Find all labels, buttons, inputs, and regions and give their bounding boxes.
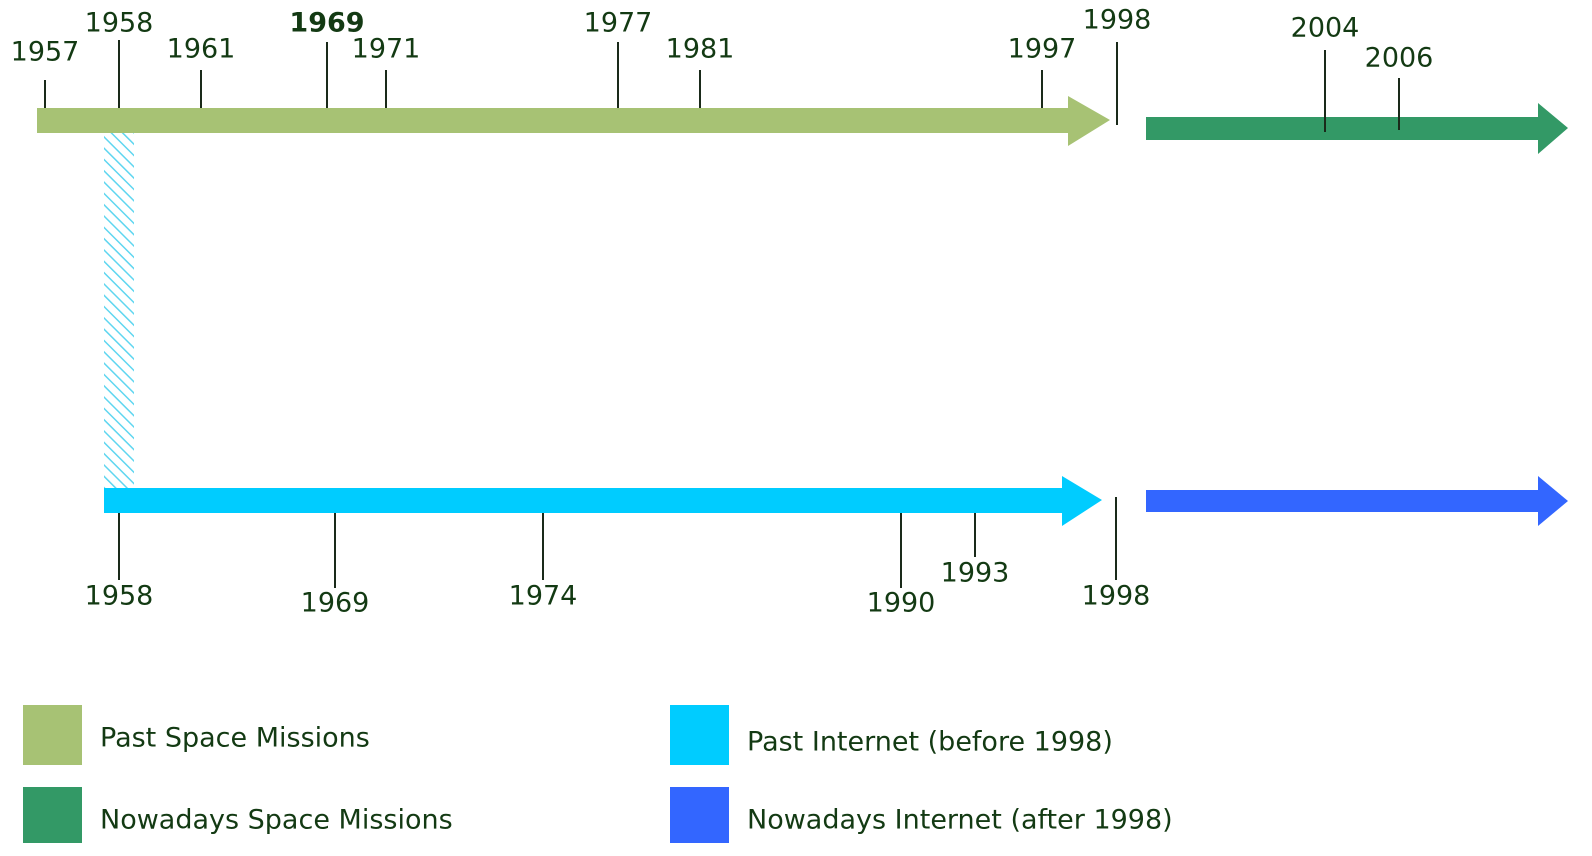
connector-hatch <box>104 133 134 488</box>
legend-swatch <box>670 787 729 843</box>
year-label: 1958 <box>85 581 154 612</box>
year-label: 1961 <box>167 34 236 65</box>
year-label: 1981 <box>666 34 735 65</box>
year-label: 1977 <box>584 8 653 39</box>
nowadays-internet-arrow <box>1146 476 1568 526</box>
year-label: 1993 <box>941 558 1010 589</box>
legend-label: Past Space Missions <box>100 723 370 754</box>
year-label: 1998 <box>1083 5 1152 36</box>
legend-label: Nowadays Space Missions <box>100 805 453 836</box>
year-label: 1957 <box>11 37 80 68</box>
legend-swatch <box>23 787 82 843</box>
year-label: 1997 <box>1008 34 1077 65</box>
year-label: 2006 <box>1365 43 1434 74</box>
nowadays-space-arrow <box>1146 103 1568 154</box>
year-label: 1998 <box>1082 581 1151 612</box>
legend-label: Past Internet (before 1998) <box>747 727 1113 758</box>
year-label: 2004 <box>1291 13 1360 44</box>
past-space-arrow <box>37 96 1110 146</box>
past-internet-arrow <box>104 476 1102 526</box>
year-label: 1958 <box>85 8 154 39</box>
year-label: 1990 <box>867 588 936 619</box>
legend-swatch <box>670 705 729 765</box>
year-label: 1969 <box>289 8 364 39</box>
legend-swatch <box>23 705 82 765</box>
year-label: 1974 <box>509 581 578 612</box>
legend-label: Nowadays Internet (after 1998) <box>747 805 1173 836</box>
year-label: 1971 <box>352 34 421 65</box>
year-label: 1969 <box>301 588 370 619</box>
